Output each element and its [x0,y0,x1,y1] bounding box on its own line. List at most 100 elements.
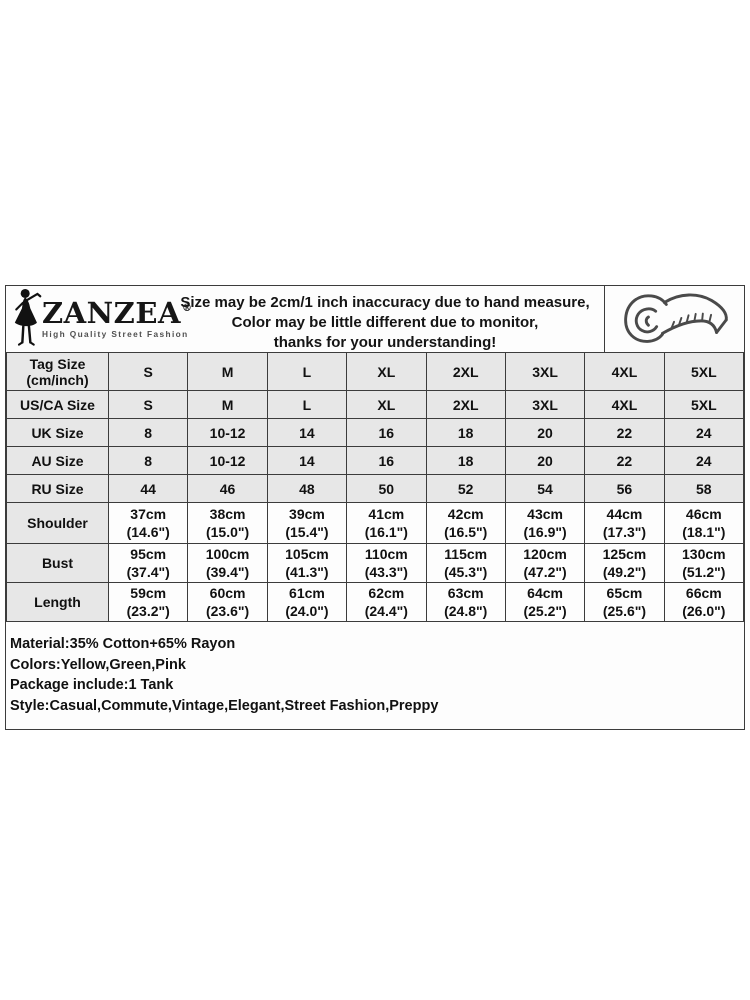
size-cell: 52 [425,474,506,503]
registered-trademark: ® [181,303,193,315]
size-cell: 125cm (49.2") [584,543,665,583]
size-cell: 62cm (24.4") [346,582,427,622]
disclaimer-line: Color may be little different due to mon… [231,314,539,331]
row-label: Length [6,582,109,622]
size-cell: 50 [346,474,427,503]
measuring-tape-cell [604,286,744,352]
measuring-tape-icon [616,288,734,351]
size-cell: 95cm (37.4") [107,543,189,583]
measurement-disclaimer: Size may be 2cm/1 inch inaccuracy due to… [166,286,604,352]
size-cell: 43cm (16.9") [504,502,586,544]
size-cell: XL [346,352,427,391]
size-cell: 58 [663,474,745,503]
size-cell: 20 [504,446,586,475]
size-cell: S [107,352,189,391]
row-label: RU Size [6,474,109,503]
table-row: RU Size 44 46 48 50 52 54 56 58 [6,474,745,503]
row-label: Bust [6,543,109,583]
size-cell: 14 [266,418,348,447]
size-cell: 60cm (23.6") [187,582,268,622]
size-cell: 63cm (24.8") [425,582,506,622]
size-cell: 46 [187,474,268,503]
size-cell: 8 [107,418,189,447]
size-cell: 54 [504,474,586,503]
size-cell: XL [346,390,427,419]
size-cell: 22 [584,418,665,447]
size-cell: M [187,390,268,419]
disclaimer-line: thanks for your understanding! [273,334,497,351]
size-cell: 130cm (51.2") [663,543,745,583]
size-cell: 42cm (16.5") [425,502,506,544]
size-cell: S [107,390,189,419]
size-cell: 4XL [584,390,665,419]
table-row: Tag Size (cm/inch) S M L XL 2XL 3XL 4XL 5XL [6,352,745,391]
row-label: US/CA Size [6,390,109,419]
size-cell: 24 [663,446,745,475]
table-row: US/CA Size S M L XL 2XL 3XL 4XL 5XL [6,390,745,419]
size-cell: 110cm (43.3") [346,543,427,583]
size-cell: 16 [346,418,427,447]
woman-silhouette-icon [12,287,44,352]
size-cell: L [266,390,348,419]
size-cell: L [266,352,348,391]
size-cell: 38cm (15.0") [187,502,268,544]
table-row: Length 59cm (23.2") 60cm (23.6") 61cm (24.0… [6,582,745,622]
size-cell: 2XL [425,352,506,391]
size-cell: 39cm (15.4") [266,502,348,544]
product-info-material: Material:35% Cotton+65% Rayon [10,636,236,652]
size-cell: 120cm (47.2") [504,543,586,583]
product-info-package: Package include:1 Tank [10,677,174,693]
size-cell: 5XL [663,390,745,419]
size-cell: 10-12 [187,446,268,475]
size-cell: 115cm (45.3") [425,543,506,583]
table-row: AU Size 8 10-12 14 16 18 20 22 24 [6,446,745,475]
size-chart-sheet: ZANZEA® High Quality Street Fashion Size… [5,285,745,730]
size-cell: 46cm (18.1") [663,502,745,544]
size-cell: 8 [107,446,189,475]
size-cell: 59cm (23.2") [107,582,189,622]
size-cell: 18 [425,418,506,447]
disclaimer-line: Size may be 2cm/1 inch inaccuracy due to… [180,294,590,311]
brand-tagline: High Quality Street Fashion [42,329,189,340]
row-label: UK Size [6,418,109,447]
size-cell: 5XL [663,352,745,391]
product-info: Material:35% Cotton+65% Rayon Colors:Yel… [6,622,744,729]
table-row: Bust 95cm (37.4") 100cm (39.4") 105cm (41.3… [6,543,745,583]
size-cell: 10-12 [187,418,268,447]
size-cell: 4XL [584,352,665,391]
size-cell: 18 [425,446,506,475]
product-info-colors: Colors:Yellow,Green,Pink [10,656,186,673]
size-cell: 64cm (25.2") [504,582,586,622]
size-cell: 3XL [504,352,586,391]
row-label: Tag Size (cm/inch) [6,352,109,391]
brand-logo: ZANZEA® High Quality Street Fashion [6,286,192,352]
size-cell: 61cm (24.0") [266,582,348,622]
size-cell: 48 [266,474,348,503]
size-cell: 44cm (17.3") [584,502,665,544]
size-cell: 41cm (16.1") [346,502,427,544]
size-cell: 105cm (41.3") [266,543,348,583]
size-cell: 24 [663,418,745,447]
size-cell: 3XL [504,390,586,419]
size-cell: 20 [504,418,586,447]
size-cell: 66cm (26.0") [663,582,745,622]
product-info-style: Style:Casual,Commute,Vintage,Elegant,Str… [10,697,439,714]
size-table: Tag Size (cm/inch) S M L XL 2XL 3XL 4XL 5XL US/CA… [6,352,745,622]
brand-text: ZANZEA® High Quality Street Fashion [42,296,193,340]
size-cell: 100cm (39.4") [187,543,268,583]
size-cell: 56 [584,474,665,503]
size-cell: 44 [107,474,189,503]
size-cell: 2XL [425,390,506,419]
table-row: Shoulder 37cm (14.6") 38cm (15.0") 39cm (15… [6,502,745,544]
brand-name: ZANZEA® [42,296,193,331]
size-cell: 14 [266,446,348,475]
table-row: UK Size 8 10-12 14 16 18 20 22 24 [6,418,745,447]
size-cell: M [187,352,268,391]
size-cell: 16 [346,446,427,475]
row-label: AU Size [6,446,109,475]
size-cell: 65cm (25.6") [584,582,665,622]
row-label: Shoulder [6,502,109,544]
size-cell: 37cm (14.6") [107,502,189,544]
header-band: ZANZEA® High Quality Street Fashion Size… [6,286,744,352]
